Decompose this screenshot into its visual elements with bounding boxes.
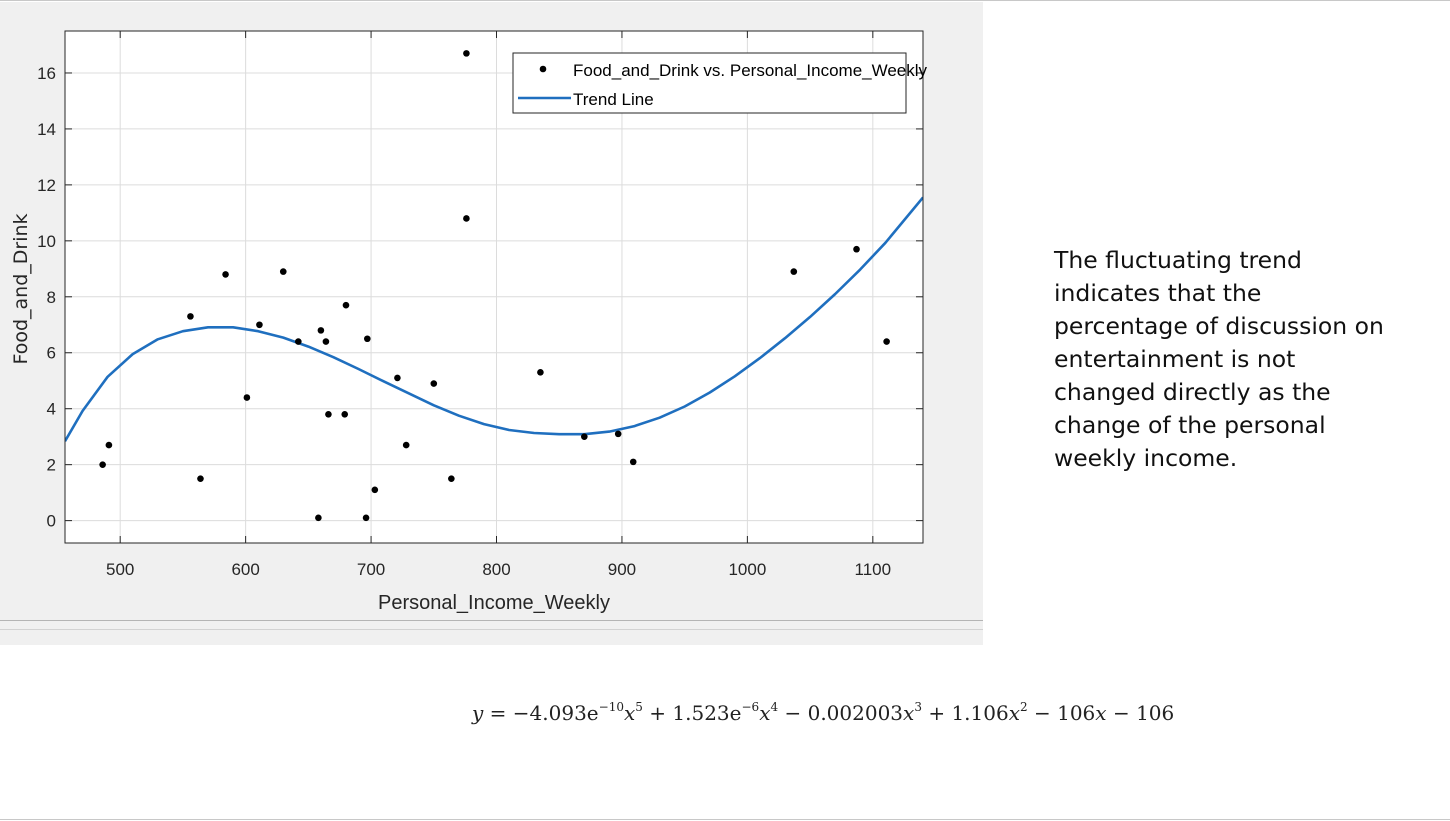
eq-term5-var: x — [1095, 701, 1107, 725]
x-tick-label: 600 — [231, 560, 259, 579]
x-tick-label: 1100 — [855, 560, 892, 579]
eq-op5: − — [1112, 701, 1130, 725]
eq-term1-exp: −10 — [598, 700, 624, 714]
eq-term1-coef: −4.093e — [512, 701, 599, 725]
data-point — [629, 458, 637, 466]
axes-box — [64, 30, 924, 544]
data-point — [364, 335, 371, 343]
eq-term4-pow: 2 — [1019, 700, 1028, 714]
eq-term3-coef: 0.002003 — [807, 701, 904, 725]
legend-box — [512, 52, 907, 114]
data-point — [394, 374, 401, 382]
x-axis-label: Personal_Income_Weekly — [378, 592, 610, 614]
data-point — [105, 441, 113, 449]
trend-line — [65, 196, 923, 442]
legend-marker-scatter — [539, 65, 547, 73]
eq-term4-coef: 1.106 — [951, 701, 1009, 725]
y-tick-label: 0 — [47, 512, 56, 531]
data-point — [342, 301, 350, 309]
eq-op2: − — [784, 701, 802, 725]
x-tick-label: 500 — [106, 560, 134, 579]
data-point — [315, 514, 322, 522]
eq-equals: = — [489, 701, 507, 725]
data-point — [322, 338, 330, 345]
eq-term4-var: x — [1008, 701, 1020, 725]
data-point — [402, 441, 410, 449]
y-tick-label: 8 — [47, 288, 56, 307]
data-point — [430, 380, 438, 387]
y-tick-label: 4 — [47, 400, 56, 419]
eq-term3-pow: 3 — [914, 700, 922, 714]
eq-term2-exp: −6 — [741, 700, 760, 714]
y-tick-label: 16 — [37, 64, 56, 83]
x-tick-label: 1000 — [728, 560, 766, 579]
eq-op4: − — [1033, 701, 1051, 725]
data-point — [463, 215, 470, 222]
eq-term5-coef: 106 — [1057, 701, 1096, 725]
data-point — [883, 338, 890, 345]
data-point — [222, 271, 229, 278]
legend-label-line: Trend Line — [573, 90, 654, 109]
bottom-rule — [0, 819, 1450, 820]
eq-term2-var: x — [759, 701, 771, 725]
trend-equation: y = −4.093e−10x5 + 1.523e−6x4 − 0.002003… — [472, 700, 1192, 725]
x-tick-label: 700 — [357, 560, 385, 579]
data-point — [463, 50, 470, 57]
data-point — [317, 327, 325, 334]
eq-term1-pow: 5 — [635, 700, 643, 714]
data-point — [853, 245, 860, 253]
eq-term2-coef: 1.523e — [672, 701, 742, 725]
y-tick-label: 10 — [37, 232, 56, 251]
data-point — [295, 338, 302, 345]
eq-term2-pow: 4 — [770, 700, 779, 714]
data-point — [581, 433, 588, 440]
data-point — [256, 321, 263, 329]
figure-divider — [0, 629, 983, 630]
eq-term3-var: x — [903, 701, 915, 725]
plot-marks — [65, 50, 923, 522]
data-point — [371, 486, 379, 494]
data-point — [537, 369, 544, 376]
data-point — [448, 475, 455, 482]
eq-op3: + — [928, 701, 946, 725]
data-point — [99, 461, 106, 468]
annotation-text: The fluctuating trend indicates that the… — [1054, 246, 1384, 472]
top-rule — [0, 0, 1450, 1]
x-tick-label: 800 — [482, 560, 510, 579]
y-tick-label: 14 — [37, 120, 56, 139]
plot-area — [65, 31, 923, 543]
y-tick-label: 12 — [37, 176, 56, 195]
data-point — [197, 475, 204, 482]
y-tick-label: 6 — [47, 344, 56, 363]
y-axis-label: Food_and_Drink — [10, 213, 32, 364]
data-point — [187, 313, 194, 320]
y-tick-label: 2 — [47, 456, 56, 475]
eq-term1-var: x — [623, 701, 636, 725]
eq-lhs: y — [472, 701, 484, 725]
eq-op1: + — [649, 701, 667, 725]
data-point — [279, 268, 287, 275]
data-point — [325, 411, 332, 418]
eq-term6: 106 — [1136, 701, 1175, 725]
data-point — [614, 430, 622, 438]
x-tick-label: 900 — [608, 560, 636, 579]
data-point — [243, 394, 251, 401]
data-point — [790, 268, 798, 275]
data-point — [362, 514, 370, 522]
data-point — [341, 411, 349, 418]
scatter-chart: 500 600 700 800 900 1000 1100 0 2 4 6 8 10 12 14 16 Pers… — [10, 30, 928, 614]
legend-label-scatter: Food_and_Drink vs. Personal_Income_Weekl… — [573, 61, 928, 80]
figure-divider — [0, 620, 983, 621]
